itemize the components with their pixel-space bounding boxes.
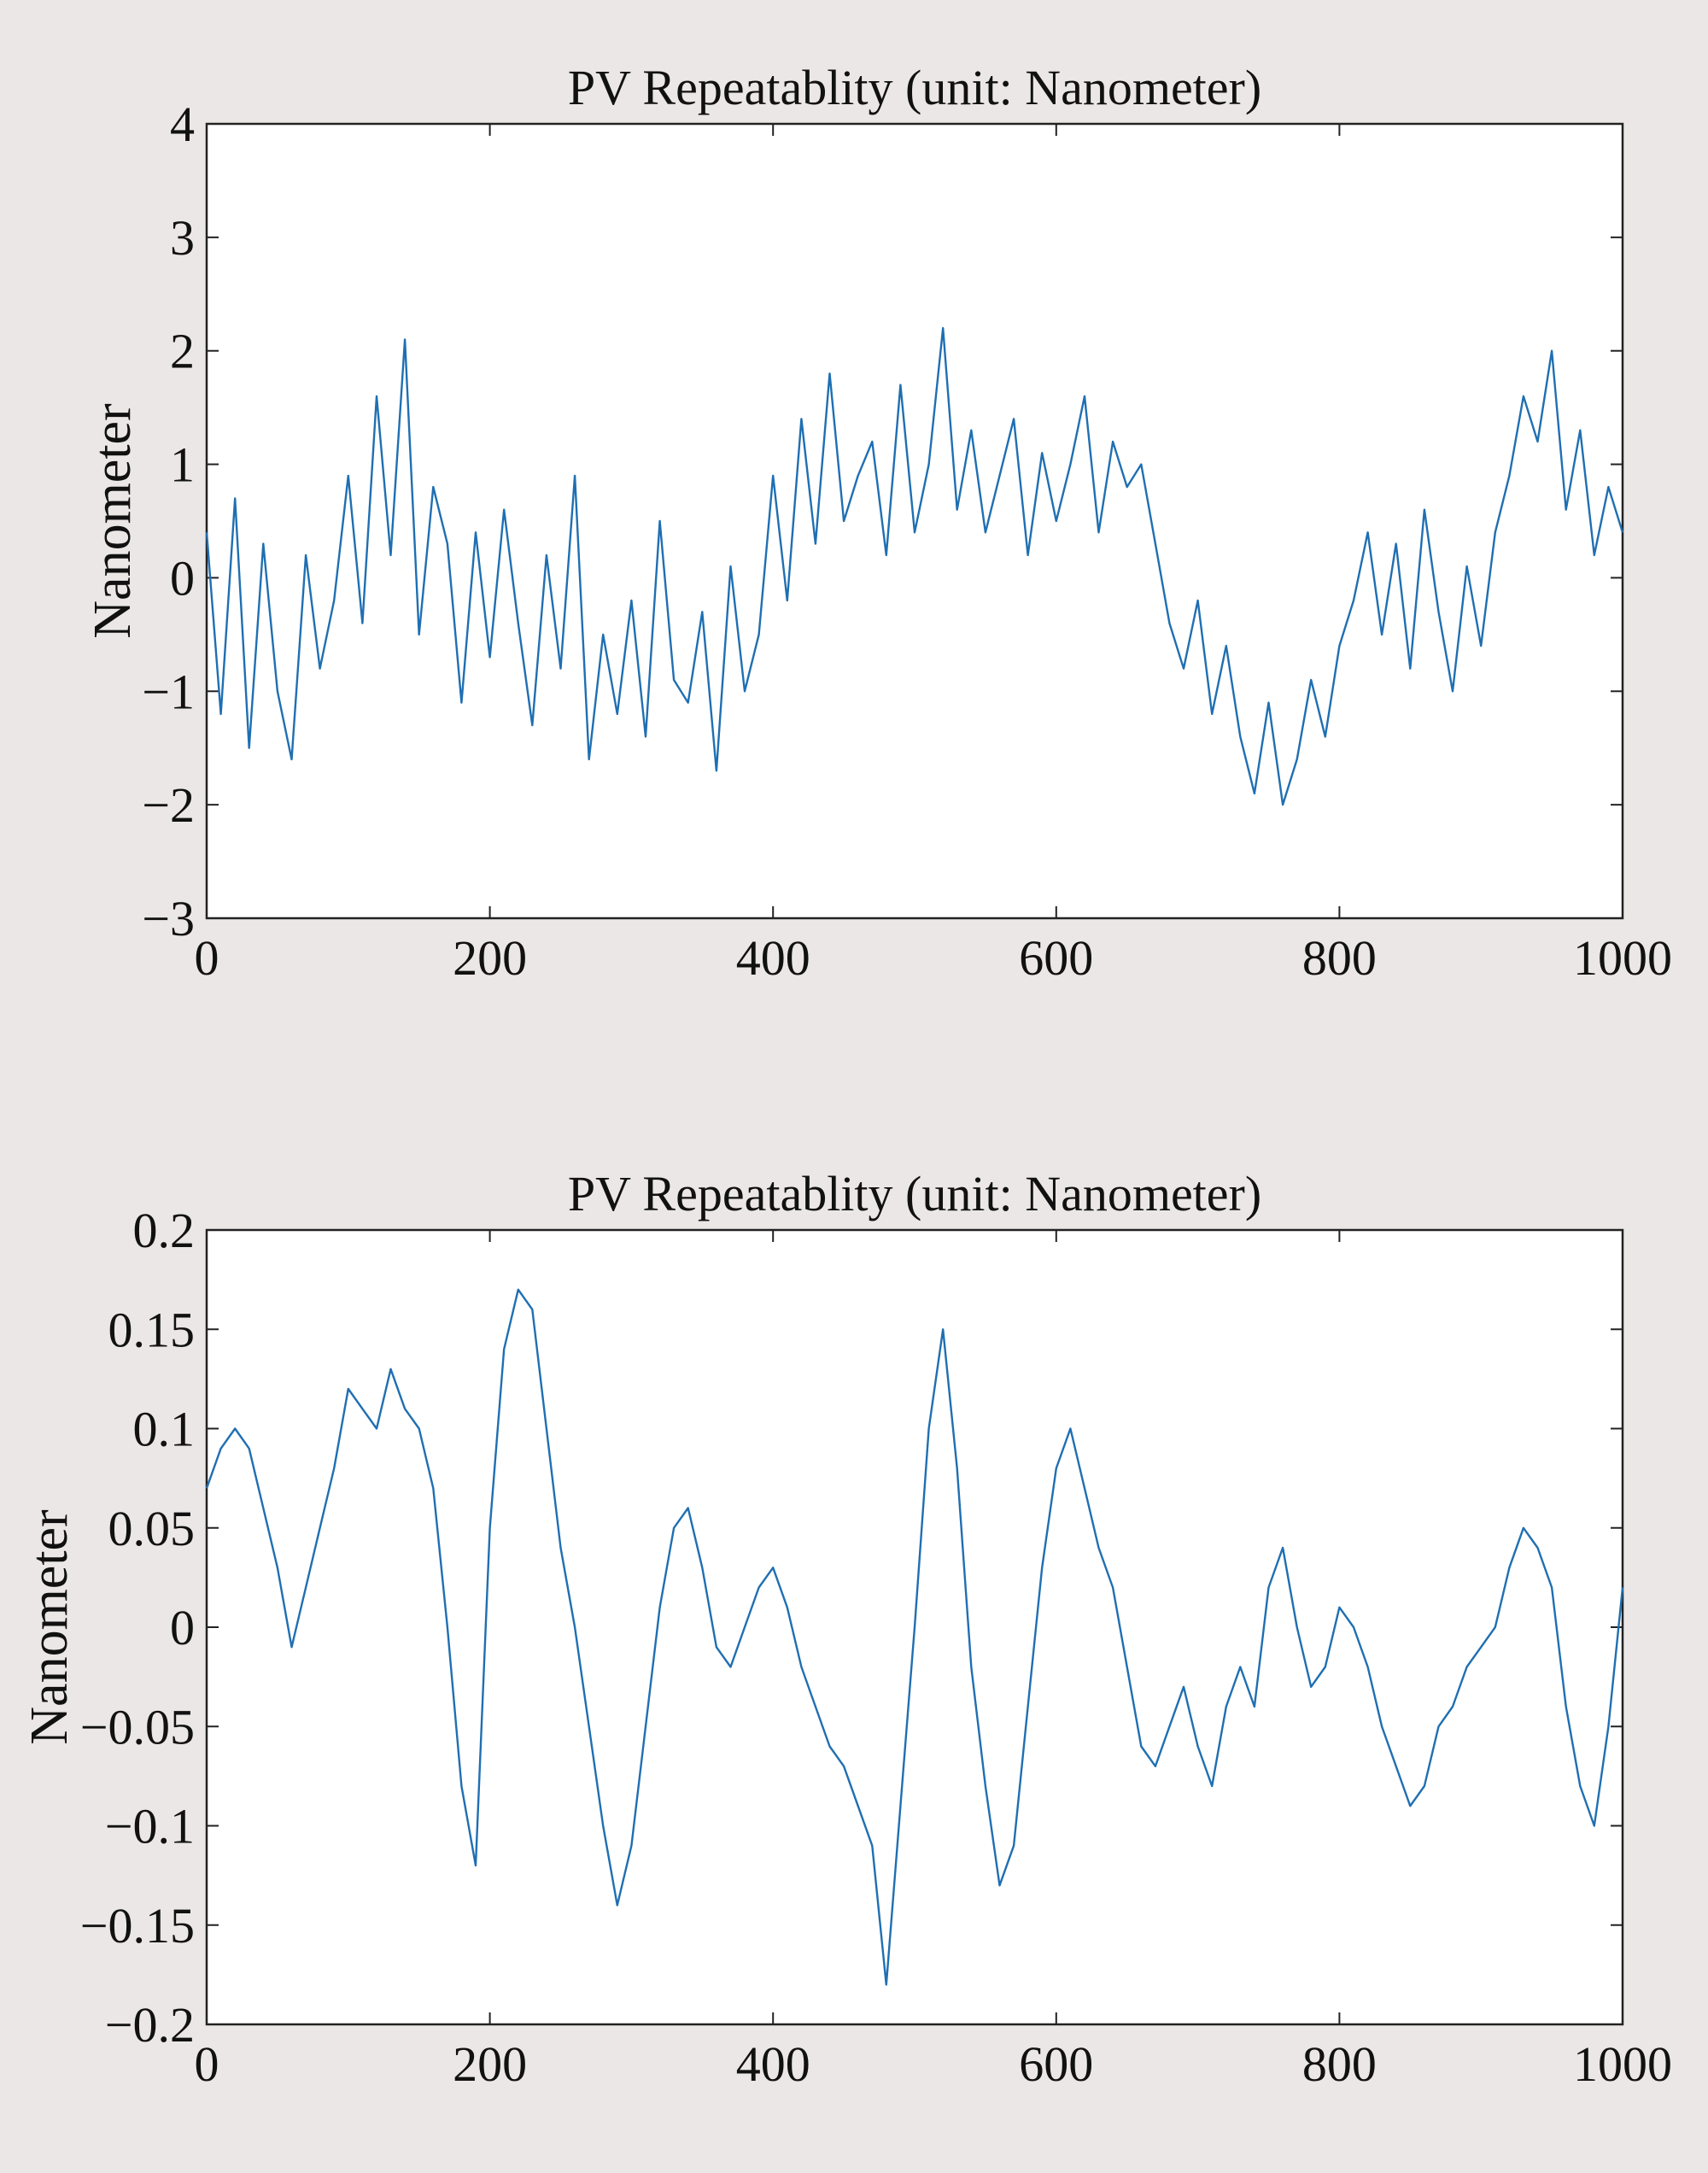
x-tick-label: 800: [1302, 2036, 1377, 2092]
tick-labels-top: 0 200 400 600 800 1000 −3 −2 −1 0 1 2 3 4: [142, 97, 1672, 986]
y-tick-label: −2: [142, 777, 195, 833]
y-tick-label: 1: [170, 437, 195, 493]
x-tick-label: 400: [736, 930, 810, 986]
y-tick-label: 0: [170, 1600, 195, 1655]
x-tick-label: 1000: [1573, 2036, 1672, 2092]
y-tick-label: −1: [142, 664, 195, 719]
y-tick-label: 0.15: [108, 1302, 196, 1357]
y-tick-label: 3: [170, 210, 195, 266]
x-tick-label: 600: [1019, 930, 1093, 986]
plot-area-top: [205, 122, 1624, 920]
series-line-top: [205, 326, 1624, 806]
ticks-bottom: [206, 1229, 1623, 2025]
y-tick-label: 0.2: [133, 1203, 196, 1258]
chart-bottom: PV Repeatablity (unit: Nanometer) Nanome…: [20, 1166, 1672, 2092]
y-tick-label: −0.15: [80, 1898, 195, 1953]
y-tick-label: 0: [170, 550, 195, 606]
x-tick-label: 0: [195, 2036, 219, 2092]
series-line-bottom: [205, 1288, 1624, 1986]
x-tick-label: 600: [1019, 2036, 1093, 2092]
y-tick-label: −3: [142, 891, 195, 946]
y-tick-label: 4: [170, 97, 195, 152]
x-tick-label: 800: [1302, 930, 1377, 986]
y-tick-label: −0.2: [105, 1997, 195, 2053]
y-tick-label: −0.1: [105, 1799, 195, 1854]
x-tick-label: 400: [736, 2036, 810, 2092]
ticks-top: [206, 123, 1623, 919]
y-tick-label: 0.1: [133, 1402, 196, 1457]
y-axis-label-bottom: Nanometer: [20, 1509, 79, 1745]
x-tick-label: 0: [195, 930, 219, 986]
x-tick-label: 200: [453, 930, 527, 986]
tick-labels-bottom: 0 200 400 600 800 1000 −0.2 −0.15 −0.1 −0.05 0 0.05…: [80, 1203, 1672, 2092]
chart-title-bottom: PV Repeatablity (unit: Nanometer): [568, 1166, 1261, 1221]
y-tick-label: −0.05: [80, 1699, 195, 1754]
chart-title-top: PV Repeatablity (unit: Nanometer): [568, 60, 1261, 115]
x-tick-label: 1000: [1573, 930, 1672, 986]
y-tick-label: 2: [170, 324, 195, 379]
chart-top: PV Repeatablity (unit: Nanometer) Nanome…: [84, 60, 1672, 986]
y-tick-label: 0.05: [108, 1501, 196, 1556]
x-tick-label: 200: [453, 2036, 527, 2092]
y-axis-label-top: Nanometer: [84, 403, 142, 639]
